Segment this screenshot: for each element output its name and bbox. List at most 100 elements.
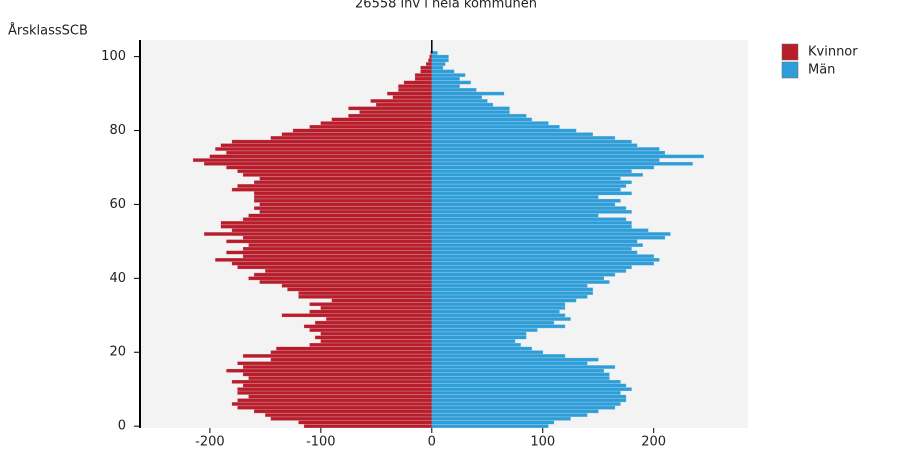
bar [320, 339, 433, 343]
bar [242, 246, 433, 251]
bar [431, 158, 660, 162]
bar [431, 232, 671, 236]
bar [331, 117, 433, 122]
bar [431, 180, 632, 185]
y-tick-label: 60 [109, 197, 126, 212]
bar [270, 357, 433, 362]
bar [431, 235, 666, 240]
bar [431, 376, 610, 380]
bar [242, 235, 433, 240]
bar [431, 165, 654, 170]
bar [431, 250, 638, 255]
bar [431, 121, 549, 125]
bar [209, 154, 433, 159]
bar [431, 147, 660, 151]
bar [376, 102, 433, 107]
bar [431, 313, 566, 318]
bar [431, 298, 577, 303]
bar [431, 420, 555, 425]
bar [431, 128, 577, 133]
bar [431, 84, 460, 88]
bar [431, 343, 521, 347]
bar [431, 125, 560, 129]
bar [431, 287, 593, 292]
bar [254, 191, 433, 196]
bar [431, 413, 588, 417]
x-tick-label: 100 [530, 435, 555, 449]
bar [303, 424, 433, 428]
bar [431, 136, 616, 140]
bar [431, 150, 666, 155]
bar [248, 376, 433, 380]
bar [431, 402, 621, 406]
bar [287, 287, 433, 292]
bar [431, 198, 621, 203]
bar [231, 402, 433, 406]
bar [431, 187, 621, 192]
legend-swatch [781, 43, 799, 61]
bar [204, 232, 433, 236]
bar [254, 272, 433, 277]
bar [309, 309, 433, 314]
bar [370, 99, 433, 103]
bar [429, 54, 433, 59]
bar [276, 346, 433, 351]
bar [420, 65, 433, 70]
bar [431, 409, 599, 414]
bar [237, 387, 433, 391]
bar [431, 258, 660, 262]
bar [204, 161, 433, 166]
bar [431, 213, 599, 218]
bar [259, 176, 433, 181]
bar [259, 210, 433, 214]
bar [431, 324, 566, 329]
bar [431, 306, 566, 310]
legend-label: Kvinnor [808, 45, 858, 60]
bar [231, 380, 433, 384]
bar [431, 77, 460, 81]
bar [309, 343, 433, 347]
bar [431, 391, 621, 395]
bar [431, 295, 588, 299]
bar [248, 213, 433, 218]
bar [215, 147, 433, 151]
bar [242, 372, 433, 377]
bar [431, 54, 449, 59]
bar [420, 69, 433, 74]
bar [431, 309, 560, 314]
bar [431, 272, 616, 277]
bar [226, 239, 433, 244]
bar [237, 265, 433, 270]
bar [431, 261, 654, 266]
bar [431, 368, 605, 373]
bar [320, 121, 433, 125]
bar [326, 317, 433, 321]
bar [431, 302, 566, 307]
bar [226, 368, 433, 373]
bar [431, 113, 527, 118]
bar [292, 128, 433, 133]
bar [431, 176, 621, 181]
bar [431, 398, 627, 403]
bar [431, 394, 627, 399]
bar [242, 354, 433, 358]
bar [431, 372, 610, 377]
bar [237, 169, 433, 173]
x-tick-label: -200 [195, 435, 225, 449]
bar [315, 335, 433, 340]
bar [431, 102, 494, 107]
bar [431, 58, 449, 63]
bar [431, 210, 632, 214]
bar [303, 324, 433, 329]
bar [226, 250, 433, 255]
bar [237, 361, 433, 366]
bar [431, 73, 466, 77]
bar [431, 161, 693, 166]
bar [431, 95, 482, 100]
bar [431, 265, 632, 270]
bar [431, 291, 593, 295]
bar [242, 217, 433, 222]
bar [431, 424, 549, 428]
bar [309, 302, 433, 307]
y-tick-label: 80 [109, 123, 126, 138]
